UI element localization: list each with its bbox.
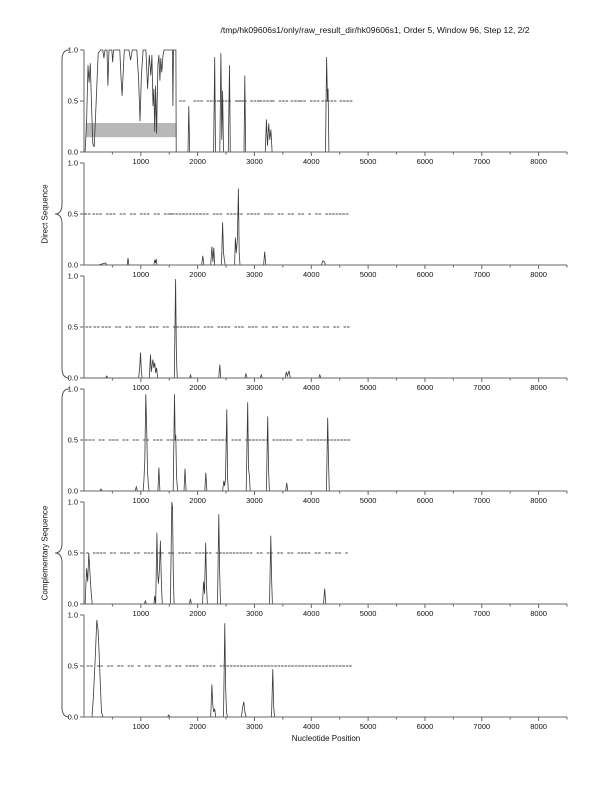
- panel-complementary-frame-2: 0.0 0.5 1.0 1000 2000 3000 4000 5000 6000 7000 800…: [68, 498, 568, 618]
- tick-label: 5000: [360, 157, 377, 166]
- tick-label: 6000: [417, 270, 434, 279]
- tick-label: 7000: [473, 496, 490, 505]
- probability-curve: [91, 620, 352, 718]
- tick-label: 5000: [360, 609, 377, 618]
- panel-direct-frame-3: 0.0 0.5 1.0 1000 2000 3000 4000 5000 6000 7000 800…: [68, 272, 568, 392]
- tick-label: 0.5: [68, 323, 78, 332]
- tick-label: 0.5: [68, 662, 78, 671]
- tick-label: 6000: [417, 383, 434, 392]
- tick-label: 0.0: [68, 713, 78, 722]
- tick-label: 1000: [132, 157, 149, 166]
- tick-label: 1.0: [68, 272, 78, 281]
- tick-label: 5000: [360, 270, 377, 279]
- tick-label: 1000: [132, 722, 149, 731]
- tick-label: 3000: [246, 270, 263, 279]
- tick-label: 0.0: [68, 261, 78, 270]
- tick-label: 4000: [303, 496, 320, 505]
- tick-label: 0.5: [68, 436, 78, 445]
- tick-label: 8000: [530, 722, 547, 731]
- tick-label: 0.5: [68, 210, 78, 219]
- tick-label: 3000: [246, 383, 263, 392]
- tick-label: 5000: [360, 722, 377, 731]
- tick-label: 7000: [473, 609, 490, 618]
- probability-curve: [84, 49, 352, 153]
- probability-curve: [99, 394, 352, 492]
- probability-curve: [98, 188, 352, 266]
- tick-label: 6000: [417, 496, 434, 505]
- tick-label: 3000: [246, 496, 263, 505]
- tick-label: 6000: [417, 722, 434, 731]
- tick-label: 2000: [189, 383, 206, 392]
- tick-label: 4000: [303, 270, 320, 279]
- panel-complementary-frame-3: 0.0 0.5 1.0 1000 2000 3000 4000 5000 6000 7000 800…: [68, 611, 568, 731]
- tick-label: 8000: [530, 270, 547, 279]
- tick-label: 0.0: [68, 487, 78, 496]
- tick-label: 0.0: [68, 600, 78, 609]
- tick-label: 2000: [189, 157, 206, 166]
- tick-label: 1000: [132, 383, 149, 392]
- panel-direct-frame-1: 0.0 0.5 1.0 1000 2000 3000 4000 5000 6000 7000 800…: [68, 46, 568, 166]
- tick-label: 0.0: [68, 148, 78, 157]
- tick-label: 1000: [132, 609, 149, 618]
- tick-label: 1.0: [68, 611, 78, 620]
- plot-title: /tmp/hk09606s1/only/raw_result_dir/hk096…: [220, 25, 530, 35]
- prediction-marks: [84, 439, 351, 441]
- prediction-marks: [84, 213, 349, 215]
- tick-label: 7000: [473, 270, 490, 279]
- tick-label: 1.0: [68, 385, 78, 394]
- probability-curve: [105, 279, 352, 379]
- tick-label: 1000: [132, 270, 149, 279]
- tick-label: 5000: [360, 496, 377, 505]
- tick-label: 2000: [189, 496, 206, 505]
- tick-label: 4000: [303, 383, 320, 392]
- tick-label: 4000: [303, 722, 320, 731]
- tick-label: 5000: [360, 383, 377, 392]
- prediction-marks: [86, 665, 352, 667]
- tick-label: 3000: [246, 722, 263, 731]
- tick-label: 2000: [189, 609, 206, 618]
- group-brace-2: [54, 388, 70, 718]
- tick-label: 2000: [189, 270, 206, 279]
- tick-label: 7000: [473, 383, 490, 392]
- prediction-marks: [85, 326, 350, 328]
- tick-label: 3000: [246, 157, 263, 166]
- tick-label: 1.0: [68, 46, 78, 55]
- tick-label: 8000: [530, 609, 547, 618]
- region-highlight-bar: [85, 122, 177, 138]
- tick-label: 8000: [530, 496, 547, 505]
- tick-label: 7000: [473, 722, 490, 731]
- tick-label: 6000: [417, 609, 434, 618]
- x-axis-label: Nucleotide Position: [291, 734, 361, 743]
- tick-label: 8000: [530, 157, 547, 166]
- tick-label: 0.0: [68, 374, 78, 383]
- tick-label: 1.0: [68, 498, 78, 507]
- tick-label: 1.0: [68, 159, 78, 168]
- group-brace-1: [54, 49, 70, 379]
- tick-label: 3000: [246, 609, 263, 618]
- tick-label: 4000: [303, 609, 320, 618]
- prediction-marks: [86, 552, 348, 554]
- tick-label: 0.5: [68, 97, 78, 106]
- tick-label: 4000: [303, 157, 320, 166]
- tick-label: 1000: [132, 496, 149, 505]
- tick-label: 7000: [473, 157, 490, 166]
- tick-label: 0.5: [68, 549, 78, 558]
- panel-direct-frame-2: 0.0 0.5 1.0 1000 2000 3000 4000 5000 6000 7000 800…: [68, 159, 568, 279]
- panel-complementary-frame-1: 0.0 0.5 1.0 1000 2000 3000 4000 5000 6000 7000 800…: [68, 385, 568, 505]
- tick-label: 6000: [417, 157, 434, 166]
- tick-label: 8000: [530, 383, 547, 392]
- tick-label: 2000: [189, 722, 206, 731]
